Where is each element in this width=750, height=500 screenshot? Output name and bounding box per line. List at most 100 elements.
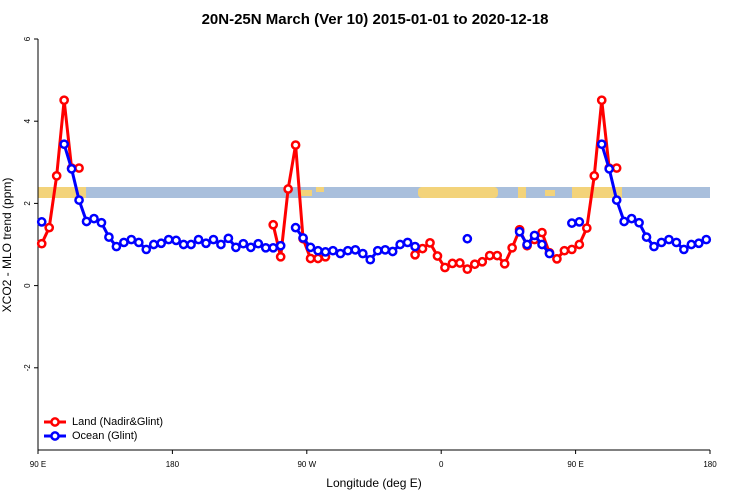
legend-label: Land (Nadir&Glint) xyxy=(72,416,163,428)
point xyxy=(701,234,712,245)
x-tick-label: 90 E xyxy=(567,460,583,469)
point xyxy=(447,258,458,269)
point xyxy=(581,223,592,233)
x-tick-label: 180 xyxy=(166,460,180,469)
point xyxy=(223,233,234,244)
point xyxy=(328,245,338,256)
point xyxy=(574,217,585,227)
point xyxy=(186,239,196,250)
point xyxy=(148,239,159,250)
legend-marker xyxy=(50,417,60,427)
point xyxy=(679,244,689,255)
y-tick-label: 4 xyxy=(23,118,32,123)
point xyxy=(619,216,629,227)
point xyxy=(611,163,622,173)
point xyxy=(290,140,301,150)
point xyxy=(372,245,383,256)
point xyxy=(66,164,77,174)
point xyxy=(133,237,144,248)
point xyxy=(253,238,264,249)
point xyxy=(611,195,622,205)
point xyxy=(626,213,637,224)
x-tick-label: 90 E xyxy=(30,460,46,469)
point xyxy=(156,238,167,249)
point xyxy=(104,232,114,242)
chart-title: 20N-25N March (Ver 10) 2015-01-01 to 202… xyxy=(202,11,549,28)
legend-marker xyxy=(50,431,60,441)
ocean-strip xyxy=(38,187,710,198)
point xyxy=(305,242,316,253)
point xyxy=(537,227,547,238)
point xyxy=(455,258,465,268)
point xyxy=(44,222,55,233)
land-patch xyxy=(545,190,555,196)
point xyxy=(238,238,249,249)
point xyxy=(559,245,570,256)
point xyxy=(171,235,181,246)
point xyxy=(380,244,391,255)
point xyxy=(208,234,219,245)
land-patch xyxy=(518,187,526,198)
point xyxy=(522,239,532,250)
point xyxy=(365,254,376,265)
point xyxy=(596,95,607,106)
point xyxy=(544,248,555,259)
point xyxy=(126,234,137,245)
y-axis-label: XCO2 - MLO trend (ppm) xyxy=(0,178,14,313)
point xyxy=(402,237,413,248)
point xyxy=(604,164,615,174)
map-strip xyxy=(38,187,710,198)
point xyxy=(596,139,607,150)
point xyxy=(343,245,353,256)
point xyxy=(335,248,346,259)
point xyxy=(507,242,517,253)
point xyxy=(96,217,107,228)
point xyxy=(245,242,256,253)
point xyxy=(59,95,69,106)
point xyxy=(410,249,420,260)
point xyxy=(313,245,323,256)
point xyxy=(313,253,323,264)
y-tick-label: 0 xyxy=(23,283,32,288)
point xyxy=(387,246,398,257)
point xyxy=(567,218,577,228)
point xyxy=(268,242,279,253)
point xyxy=(529,230,540,241)
point xyxy=(111,241,122,252)
point xyxy=(357,248,368,259)
legend-label: Ocean (Glint) xyxy=(72,430,137,442)
point xyxy=(36,217,47,227)
point xyxy=(395,239,405,250)
point xyxy=(432,251,443,261)
point xyxy=(641,232,652,242)
point xyxy=(462,233,473,244)
point xyxy=(656,237,667,248)
point xyxy=(492,250,503,261)
point xyxy=(477,256,488,267)
point xyxy=(671,237,682,248)
point xyxy=(36,238,47,249)
land-patch xyxy=(316,187,324,192)
y-tick-label: -2 xyxy=(23,364,32,372)
point xyxy=(51,171,62,181)
point xyxy=(514,226,525,237)
point xyxy=(89,213,99,224)
y-tick-label: 2 xyxy=(23,201,32,206)
point xyxy=(163,234,174,245)
point xyxy=(305,253,316,264)
point xyxy=(664,234,674,245)
point xyxy=(216,239,226,250)
point xyxy=(462,264,473,275)
point xyxy=(552,254,562,264)
point xyxy=(201,238,211,249)
y-tick-label: 6 xyxy=(23,36,32,41)
point xyxy=(193,234,204,245)
point xyxy=(410,241,420,252)
point xyxy=(693,238,704,249)
point xyxy=(686,239,697,250)
point xyxy=(298,233,308,243)
x-axis-label: Longitude (deg E) xyxy=(326,476,421,490)
point xyxy=(484,250,495,261)
